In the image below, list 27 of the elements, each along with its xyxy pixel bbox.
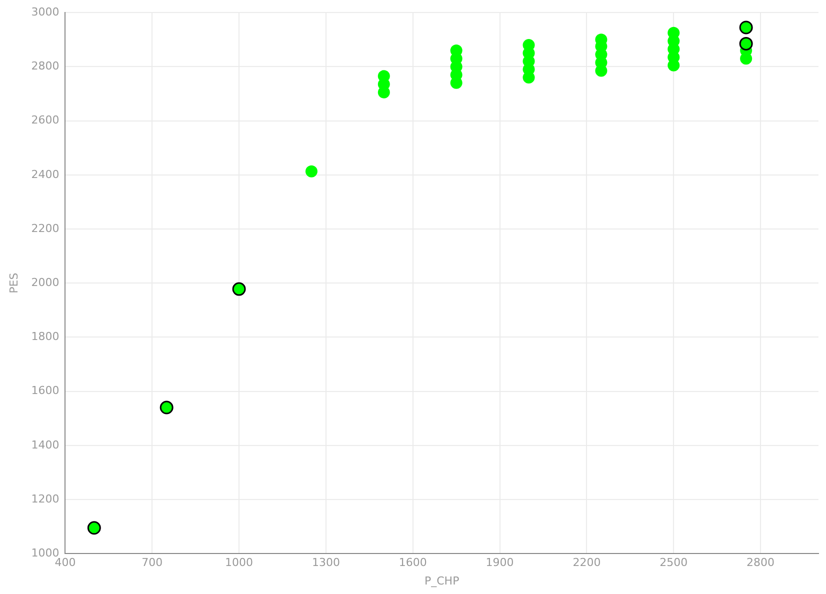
x-tick-label: 2200 [572,556,601,570]
x-tick-label: 700 [142,556,163,570]
point [87,521,101,535]
y-axis-title: PES [7,272,20,294]
x-tick-label: 2500 [660,556,688,570]
point [450,44,462,56]
x-tick-label: 1300 [312,556,340,570]
point [305,165,318,178]
y-tick-label: 2400 [31,168,60,181]
point [739,20,753,34]
y-tick-label: 3000 [31,5,60,18]
y-tick-label: 1200 [31,492,60,506]
x-tick-label: 2800 [746,556,775,570]
y-tick-label: 2800 [31,60,60,73]
point [232,282,246,296]
y-tick-label: 2600 [31,114,60,127]
point [739,36,753,50]
x-tick-label: 1000 [225,556,254,570]
point [160,400,174,414]
y-tick-label: 2200 [31,222,60,235]
y-tick-label: 1800 [31,330,60,344]
y-tick-label: 1600 [31,384,60,398]
x-tick-label: 1600 [398,556,427,570]
y-tick-label: 1400 [31,438,60,452]
x-tick-label: 1900 [486,556,514,570]
y-tick-label: 2000 [31,276,60,289]
x-axis-title: P_CHP [424,574,460,588]
